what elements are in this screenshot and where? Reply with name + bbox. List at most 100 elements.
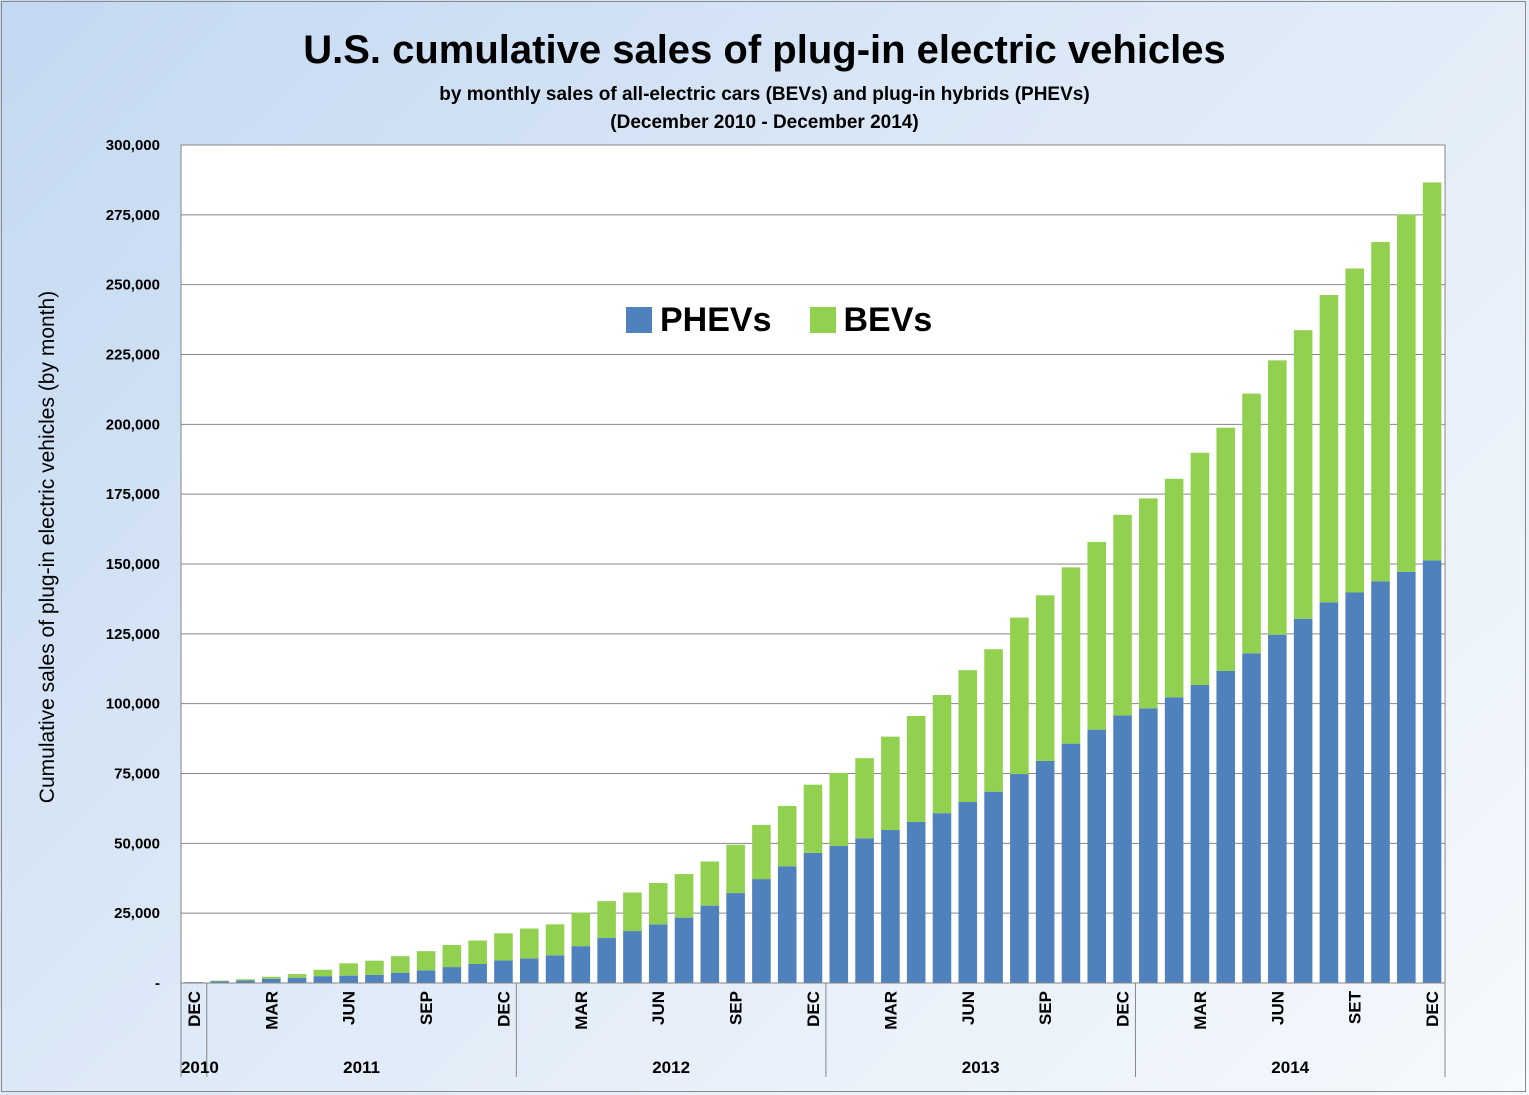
legend-item-phevs: PHEVs xyxy=(626,301,772,340)
bar-bevs xyxy=(881,736,900,830)
bar-bevs xyxy=(365,960,384,975)
chart-title: U.S. cumulative sales of plug-in electri… xyxy=(303,28,1226,72)
bar-phevs xyxy=(777,866,797,983)
bar-phevs xyxy=(1293,618,1313,983)
bar-phevs xyxy=(881,829,900,983)
bar-phevs xyxy=(1061,743,1081,983)
bar-bevs xyxy=(1190,452,1210,685)
x-year-label: 2014 xyxy=(1271,1058,1309,1077)
bar-bevs xyxy=(958,670,978,802)
bar-bevs xyxy=(906,715,926,822)
bar-bevs xyxy=(726,844,745,894)
x-tick-label: JUN xyxy=(649,991,668,1025)
x-tick-label: DEC xyxy=(1114,991,1133,1027)
x-tick-label: MAR xyxy=(262,991,281,1030)
bar-phevs xyxy=(390,972,410,983)
bar-bevs xyxy=(700,861,720,906)
y-tick-label: - xyxy=(155,975,160,992)
bar-phevs xyxy=(597,938,616,983)
bar-bevs xyxy=(468,940,487,965)
x-tick-label: SEP xyxy=(1036,991,1055,1025)
x-tick-label: MAR xyxy=(1191,991,1210,1030)
bar-bevs xyxy=(519,928,539,959)
bar-phevs xyxy=(545,955,565,983)
y-tick-label: 25,000 xyxy=(114,905,160,922)
chart-subtitle-date-range: (December 2010 - December 2014) xyxy=(610,112,919,133)
x-tick-label: JUN xyxy=(1268,991,1287,1025)
bar-bevs xyxy=(1397,214,1416,572)
bar-phevs xyxy=(906,821,926,983)
bar-phevs xyxy=(829,845,849,983)
bar-bevs xyxy=(829,772,849,846)
bar-phevs xyxy=(1397,571,1416,983)
bar-phevs xyxy=(1422,560,1442,983)
bar-phevs xyxy=(416,970,436,983)
bar-bevs xyxy=(545,924,565,956)
y-tick-label: 200,000 xyxy=(106,416,160,433)
bar-bevs xyxy=(932,695,952,814)
y-tick-label: 100,000 xyxy=(106,696,160,713)
bar-phevs xyxy=(1345,592,1365,983)
bar-bevs xyxy=(442,945,462,968)
bar-phevs xyxy=(752,879,771,983)
bar-phevs xyxy=(932,813,952,983)
x-tick-label: SEP xyxy=(727,991,746,1025)
x-year-label: 2010 xyxy=(181,1058,219,1077)
bar-phevs xyxy=(494,960,513,983)
legend-item-bevs: BEVs xyxy=(809,301,932,340)
bar-phevs xyxy=(700,905,720,983)
bar-bevs xyxy=(803,784,823,853)
bar-bevs xyxy=(1216,427,1236,671)
bar-phevs xyxy=(1242,653,1261,983)
bar-phevs xyxy=(1190,684,1210,983)
x-tick-label: MAR xyxy=(881,991,900,1030)
x-tick-label: DEC xyxy=(804,991,823,1027)
bar-bevs xyxy=(390,956,410,973)
bar-phevs xyxy=(261,978,281,983)
bar-bevs xyxy=(1268,360,1287,635)
bar-bevs xyxy=(1139,498,1158,709)
bar-bevs xyxy=(1371,241,1390,582)
bar-phevs xyxy=(1164,697,1184,983)
bar-bevs xyxy=(1164,478,1184,698)
bar-phevs xyxy=(1319,602,1339,983)
bar-bevs xyxy=(777,805,797,867)
bar-phevs xyxy=(1371,581,1390,983)
bar-bevs xyxy=(571,912,591,947)
y-tick-label: 300,000 xyxy=(106,137,160,154)
bar-phevs xyxy=(1113,715,1132,983)
bar-phevs xyxy=(674,917,694,983)
bar-phevs xyxy=(1010,774,1029,983)
x-tick-label: SEP xyxy=(417,991,436,1025)
x-tick-label: SET xyxy=(1346,990,1365,1024)
bar-phevs xyxy=(648,924,668,983)
y-tick-label: 225,000 xyxy=(106,347,160,364)
bar-phevs xyxy=(210,981,229,983)
bar-bevs xyxy=(597,901,616,939)
bar-bevs xyxy=(1422,182,1442,561)
y-tick-label: 150,000 xyxy=(106,556,160,573)
bar-bevs xyxy=(236,979,255,981)
x-tick-label: MAR xyxy=(572,991,591,1030)
bar-phevs xyxy=(1216,670,1236,983)
x-tick-label: DEC xyxy=(1423,991,1442,1027)
x-tick-label: DEC xyxy=(494,991,513,1027)
bar-phevs xyxy=(339,975,358,983)
bar-bevs xyxy=(1113,514,1132,716)
chart-subtitle: by monthly sales of all-electric cars (B… xyxy=(439,84,1090,105)
bar-phevs xyxy=(236,980,255,983)
bar-bevs xyxy=(648,882,668,925)
bar-bevs xyxy=(416,951,436,971)
bar-bevs xyxy=(261,976,281,979)
bar-bevs xyxy=(855,758,874,839)
bar-phevs xyxy=(803,852,823,983)
bar-bevs xyxy=(623,892,642,932)
y-tick-label: 125,000 xyxy=(106,626,160,643)
bar-bevs xyxy=(1061,567,1081,744)
legend-swatch-bevs xyxy=(809,307,836,333)
x-year-label: 2011 xyxy=(343,1058,380,1077)
bar-bevs xyxy=(1010,617,1029,775)
legend-label-phevs: PHEVs xyxy=(660,300,772,339)
